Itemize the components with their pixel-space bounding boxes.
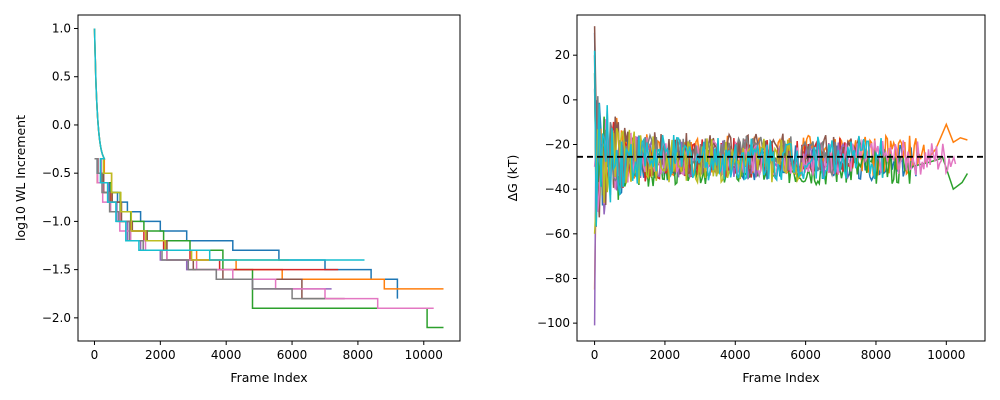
y-tick-label: 1.0: [52, 22, 71, 36]
y-axis-ticks: −2.0 −1.5 −1.0 −0.5 0.0 0.5 1.0: [42, 22, 78, 325]
y-tick-label: −60: [545, 227, 570, 241]
delta-g-chart: 0 2000 4000 6000 8000 10000 −100 −80 −60 −40 −20 0…: [505, 14, 986, 385]
y-tick-label: −1.0: [42, 214, 71, 228]
wl-series-group: [93, 28, 444, 329]
y-tick-label: −40: [545, 182, 570, 196]
y-axis-label: ΔG (kT): [505, 155, 520, 202]
y-tick-label: −80: [545, 271, 570, 285]
x-tick-label: 8000: [861, 348, 892, 362]
delta-g-series-line: [593, 73, 969, 210]
delta-g-series-group: [593, 26, 969, 326]
y-tick-label: −2.0: [42, 311, 71, 325]
plot-frame: [576, 14, 986, 342]
y-tick-label: 0.0: [52, 118, 71, 132]
y-tick-label: 0: [562, 93, 570, 107]
y-tick-label: −100: [537, 316, 570, 330]
x-axis-label: Frame Index: [742, 370, 819, 385]
x-tick-label: 0: [91, 348, 99, 362]
x-tick-label: 10000: [405, 348, 443, 362]
x-tick-label: 8000: [343, 348, 374, 362]
y-axis-ticks: −100 −80 −60 −40 −20 0 20: [537, 48, 577, 330]
x-tick-label: 4000: [720, 348, 751, 362]
wl-increment-chart: 0 2000 4000 6000 8000 10000 −2.0 −1.5 −1.0 −0.5 0…: [13, 14, 461, 385]
wl-series-line: [94, 157, 325, 300]
x-tick-label: 0: [591, 348, 599, 362]
y-axis-label: log10 WL Increment: [13, 115, 28, 241]
x-tick-label: 4000: [211, 348, 242, 362]
y-tick-label: 0.5: [52, 70, 71, 84]
y-tick-label: −20: [545, 138, 570, 152]
y-tick-label: −0.5: [42, 166, 71, 180]
x-tick-label: 10000: [927, 348, 965, 362]
x-tick-label: 6000: [790, 348, 821, 362]
x-tick-label: 2000: [145, 348, 176, 362]
y-tick-label: −1.5: [42, 263, 71, 277]
x-tick-label: 6000: [277, 348, 308, 362]
y-tick-label: 20: [555, 48, 570, 62]
x-axis-ticks: 0 2000 4000 6000 8000 10000: [91, 341, 443, 362]
wl-series-line: [93, 28, 365, 261]
plot-frame: [77, 14, 461, 342]
x-axis-ticks: 0 2000 4000 6000 8000 10000: [591, 341, 965, 362]
x-axis-label: Frame Index: [230, 370, 307, 385]
delta-g-series-line: [593, 50, 884, 227]
x-tick-label: 2000: [650, 348, 681, 362]
